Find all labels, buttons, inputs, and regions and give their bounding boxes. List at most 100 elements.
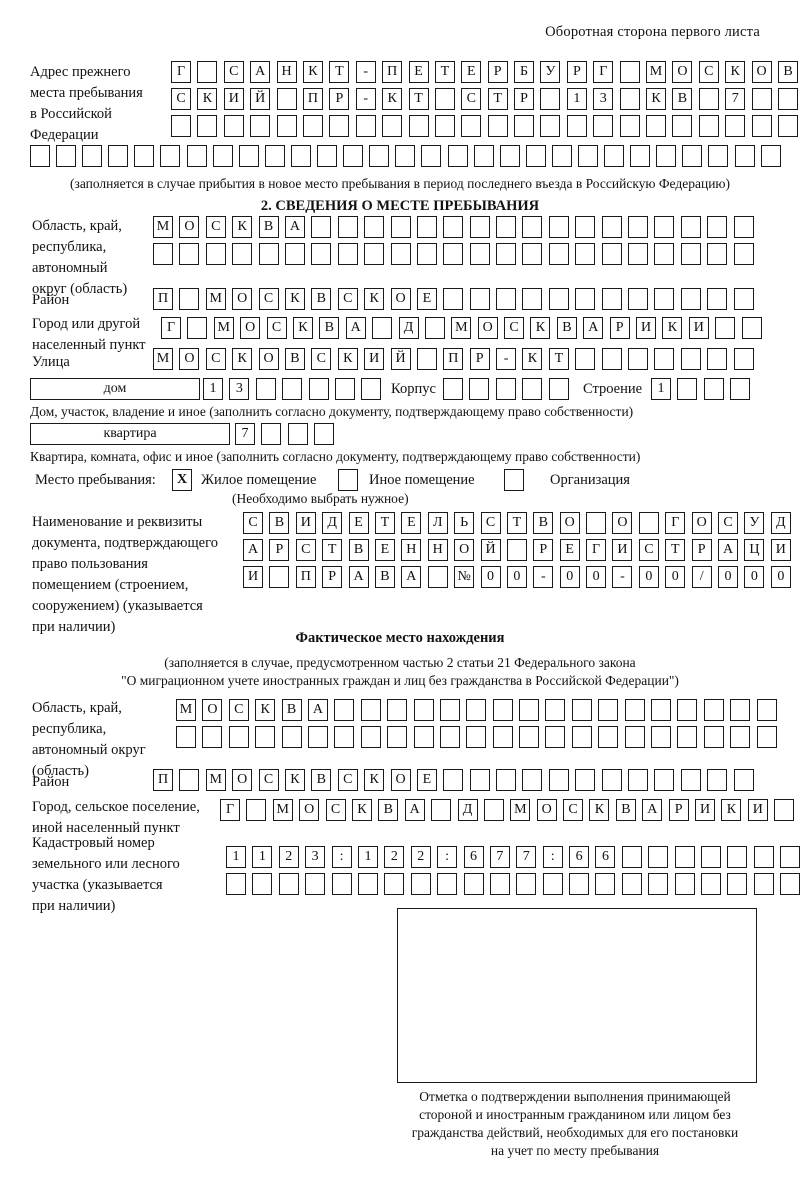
- form-cell[interactable]: [387, 699, 408, 721]
- form-cell[interactable]: [108, 145, 129, 167]
- form-cell[interactable]: [677, 726, 698, 748]
- form-cell[interactable]: 0: [744, 566, 765, 588]
- form-cell[interactable]: Г: [586, 539, 607, 561]
- form-cell[interactable]: [492, 726, 513, 748]
- form-cell[interactable]: А: [583, 317, 604, 339]
- form-cell[interactable]: [545, 699, 566, 721]
- form-cell[interactable]: [134, 145, 155, 167]
- form-cell[interactable]: К: [382, 88, 403, 110]
- form-cell[interactable]: Р: [487, 61, 508, 83]
- form-cell[interactable]: В: [374, 566, 395, 588]
- form-cell[interactable]: [701, 873, 722, 895]
- form-cell[interactable]: [410, 873, 431, 895]
- flat-number-cells[interactable]: 7: [235, 423, 335, 445]
- form-cell[interactable]: [733, 769, 754, 791]
- form-cell[interactable]: В: [281, 699, 302, 721]
- form-cell[interactable]: [733, 243, 754, 265]
- form-cell[interactable]: [372, 317, 393, 339]
- form-cell[interactable]: [604, 145, 625, 167]
- form-cell[interactable]: И: [695, 799, 716, 821]
- form-cell[interactable]: [278, 873, 299, 895]
- form-cell[interactable]: [287, 423, 308, 445]
- form-cell[interactable]: -: [355, 61, 376, 83]
- previous-address-row-4[interactable]: [30, 145, 781, 167]
- korpus-cells[interactable]: [443, 378, 569, 400]
- form-cell[interactable]: [424, 317, 445, 339]
- form-cell[interactable]: [226, 873, 246, 895]
- form-cell[interactable]: [223, 115, 244, 137]
- form-cell[interactable]: О: [751, 61, 772, 83]
- form-cell[interactable]: [680, 243, 701, 265]
- form-cell[interactable]: С: [258, 288, 279, 310]
- form-cell[interactable]: 1: [203, 378, 223, 400]
- form-cell[interactable]: Е: [416, 769, 437, 791]
- form-cell[interactable]: 3: [229, 378, 250, 400]
- form-cell[interactable]: [387, 726, 408, 748]
- form-cell[interactable]: О: [390, 769, 411, 791]
- form-cell[interactable]: А: [401, 566, 422, 588]
- form-cell[interactable]: [506, 539, 527, 561]
- form-cell[interactable]: А: [307, 699, 328, 721]
- form-cell[interactable]: 7: [235, 423, 255, 445]
- form-cell[interactable]: Р: [566, 61, 587, 83]
- form-cell[interactable]: С: [223, 61, 244, 83]
- form-cell[interactable]: [443, 243, 464, 265]
- form-cell[interactable]: [698, 88, 719, 110]
- form-cell[interactable]: И: [770, 539, 791, 561]
- form-cell[interactable]: А: [250, 61, 271, 83]
- form-cell[interactable]: [734, 145, 755, 167]
- form-cell[interactable]: [171, 115, 191, 137]
- form-cell[interactable]: [360, 726, 381, 748]
- form-cell[interactable]: Т: [322, 539, 343, 561]
- form-cell[interactable]: 0: [559, 566, 580, 588]
- form-cell[interactable]: С: [638, 539, 659, 561]
- form-cell[interactable]: [575, 243, 596, 265]
- form-cell[interactable]: [548, 769, 569, 791]
- form-cell[interactable]: [413, 699, 434, 721]
- form-cell[interactable]: О: [691, 512, 712, 534]
- form-cell[interactable]: [360, 699, 381, 721]
- form-cell[interactable]: [334, 378, 355, 400]
- form-cell[interactable]: М: [272, 799, 293, 821]
- form-cell[interactable]: Г: [220, 799, 240, 821]
- form-cell[interactable]: В: [284, 348, 305, 370]
- form-cell[interactable]: [519, 699, 540, 721]
- form-cell[interactable]: [680, 769, 701, 791]
- form-cell[interactable]: [654, 348, 675, 370]
- form-cell[interactable]: [390, 243, 411, 265]
- form-cell[interactable]: [648, 873, 669, 895]
- form-cell[interactable]: А: [404, 799, 425, 821]
- form-cell[interactable]: О: [454, 539, 475, 561]
- form-cell[interactable]: [522, 769, 543, 791]
- form-cell[interactable]: К: [302, 61, 323, 83]
- form-cell[interactable]: [496, 288, 517, 310]
- form-cell[interactable]: П: [382, 61, 403, 83]
- form-cell[interactable]: Й: [480, 539, 501, 561]
- form-cell[interactable]: [443, 288, 464, 310]
- form-cell[interactable]: К: [284, 769, 305, 791]
- form-cell[interactable]: В: [777, 61, 798, 83]
- form-cell[interactable]: [774, 799, 795, 821]
- form-cell[interactable]: [463, 873, 484, 895]
- form-cell[interactable]: [466, 699, 487, 721]
- form-cell[interactable]: Т: [487, 88, 508, 110]
- form-cell[interactable]: У: [540, 61, 561, 83]
- form-cell[interactable]: С: [311, 348, 332, 370]
- form-cell[interactable]: [461, 115, 482, 137]
- form-cell[interactable]: О: [240, 317, 261, 339]
- form-cell[interactable]: [434, 115, 455, 137]
- form-cell[interactable]: [434, 88, 455, 110]
- form-cell[interactable]: [628, 216, 649, 238]
- form-cell[interactable]: [307, 726, 328, 748]
- form-cell[interactable]: К: [364, 769, 385, 791]
- form-cell[interactable]: [619, 115, 640, 137]
- form-cell[interactable]: [674, 846, 695, 868]
- form-cell[interactable]: С: [563, 799, 584, 821]
- form-cell[interactable]: /: [691, 566, 712, 588]
- form-cell[interactable]: 7: [516, 846, 537, 868]
- form-cell[interactable]: [495, 378, 516, 400]
- form-cell[interactable]: [487, 115, 508, 137]
- form-cell[interactable]: [624, 699, 645, 721]
- form-cell[interactable]: [314, 423, 335, 445]
